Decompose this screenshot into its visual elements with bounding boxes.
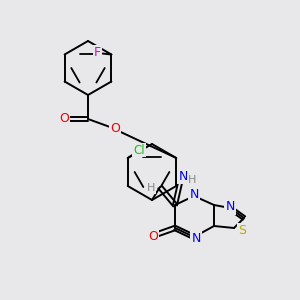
Text: O: O	[110, 122, 120, 134]
Text: N: N	[225, 200, 235, 214]
Text: S: S	[238, 224, 246, 236]
Text: N: N	[178, 169, 188, 182]
Text: O: O	[148, 230, 158, 244]
Text: N: N	[191, 232, 201, 244]
Text: H: H	[188, 175, 196, 185]
Text: O: O	[59, 112, 69, 125]
Text: F: F	[94, 46, 101, 59]
Text: Cl: Cl	[133, 143, 145, 157]
Text: N: N	[189, 188, 199, 202]
Text: H: H	[147, 183, 155, 193]
